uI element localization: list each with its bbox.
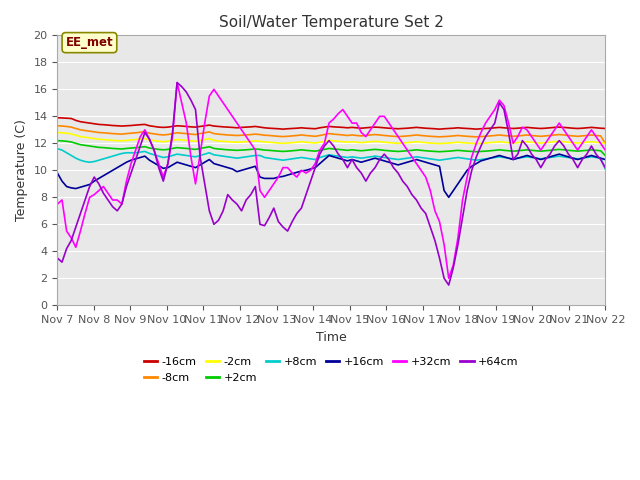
Title: Soil/Water Temperature Set 2: Soil/Water Temperature Set 2 [219, 15, 444, 30]
X-axis label: Time: Time [316, 331, 347, 344]
Legend: -16cm, -8cm, -2cm, +2cm, +8cm, +16cm, +32cm, +64cm: -16cm, -8cm, -2cm, +2cm, +8cm, +16cm, +3… [140, 353, 523, 387]
Y-axis label: Temperature (C): Temperature (C) [15, 120, 28, 221]
Text: EE_met: EE_met [66, 36, 113, 49]
